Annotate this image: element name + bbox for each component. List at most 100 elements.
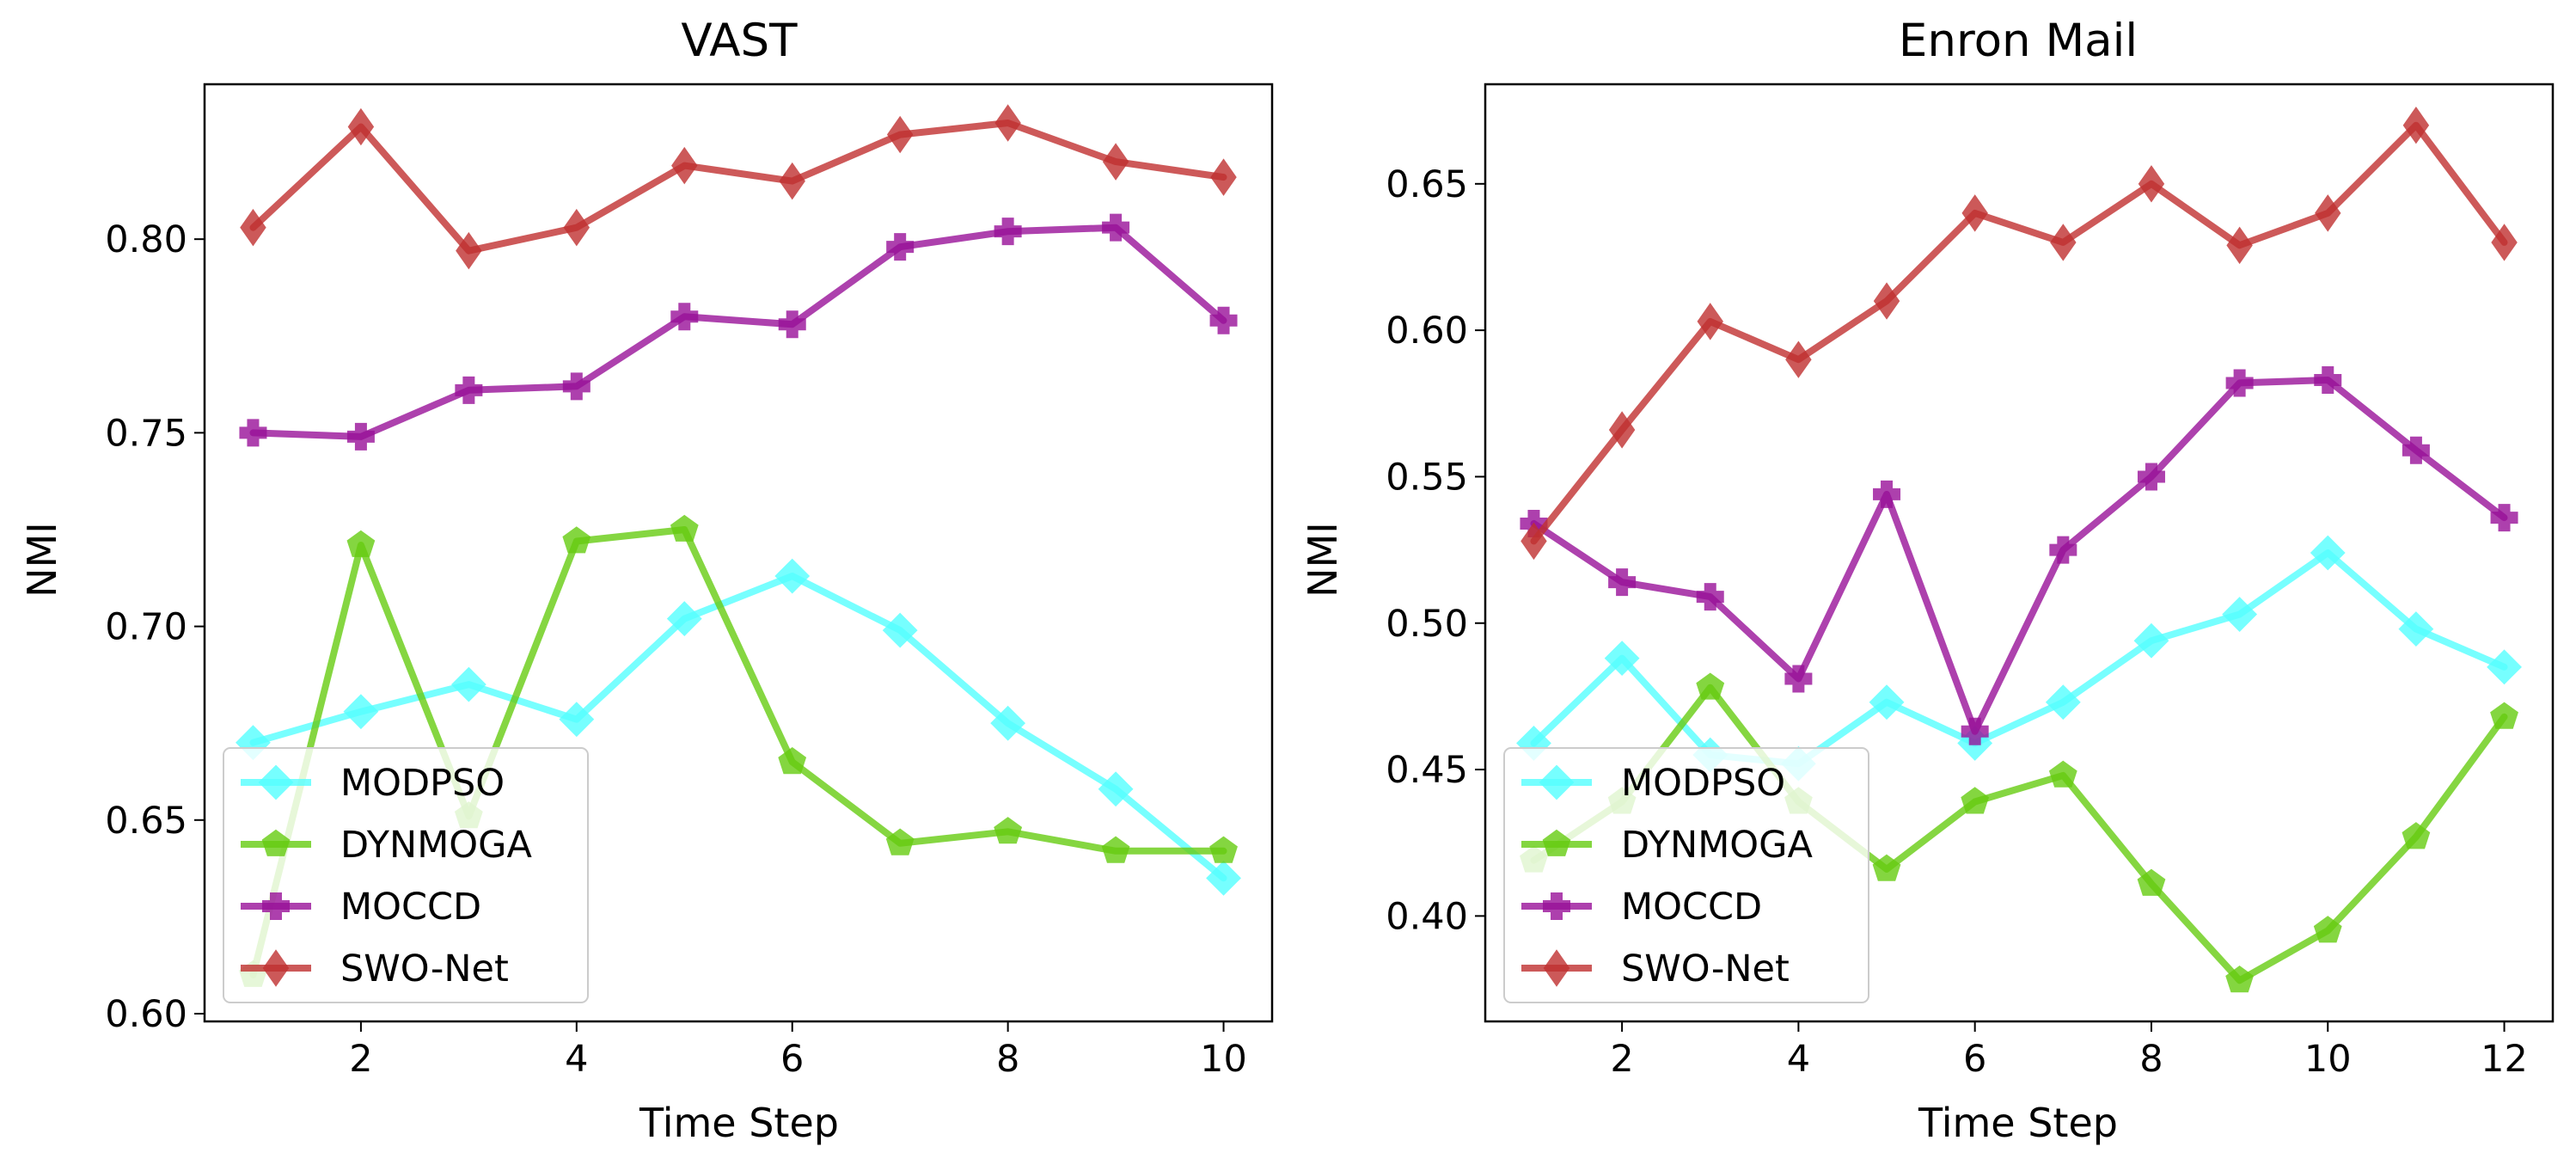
series-line-moccd — [1530, 377, 2508, 735]
data-point — [2133, 622, 2169, 659]
data-point — [1102, 143, 1129, 181]
data-point — [346, 530, 376, 557]
data-point — [2138, 165, 2165, 203]
data-point — [2487, 649, 2522, 685]
legend-item-moccd: MOCCD — [241, 886, 481, 929]
data-point — [1869, 684, 1905, 720]
legend-item-swo-net: SWO-Net — [241, 947, 509, 990]
series-markers-moccd — [1520, 366, 2518, 745]
data-point — [563, 208, 590, 247]
chart-title: VAST — [681, 15, 798, 67]
series-line-dynmoga — [1530, 684, 2508, 984]
legend-label: MODPSO — [1621, 762, 1785, 805]
legend-marker-shape — [261, 829, 291, 856]
data-point — [347, 107, 375, 146]
data-point — [1696, 672, 1725, 700]
legend-marker — [1542, 829, 1571, 856]
data-point — [1608, 568, 1637, 597]
data-point — [1872, 854, 1901, 881]
legend-marker — [258, 764, 294, 800]
data-point — [670, 303, 699, 331]
series-markers-swo-net — [240, 104, 1237, 270]
data-point — [882, 612, 918, 648]
data-point — [2137, 463, 2165, 491]
axes: 2 4 6 8 10 0.60 0.65 0.70 0.75 0.80 — [105, 218, 1247, 1081]
series-line-swo-net — [249, 120, 1227, 254]
legend-marker — [261, 829, 291, 856]
legend-marker-shape — [1543, 949, 1570, 987]
y-axis-label: NMI — [1300, 522, 1346, 598]
chart-enron-mail: Enron Mail Time Step NMI 2 4 6 8 10 12 0.40 0.4… — [1300, 15, 2555, 1146]
x-tick-label: 2 — [1610, 1038, 1633, 1081]
data-point — [2225, 966, 2254, 993]
series-line-swo-net — [1530, 121, 2508, 545]
data-point — [1098, 771, 1134, 807]
data-point — [670, 514, 699, 542]
legend-marker — [1539, 764, 1575, 800]
legend-item-modpso: MODPSO — [241, 762, 505, 805]
series-line-moccd — [249, 224, 1227, 440]
series-line-modpso — [1530, 549, 2508, 768]
y-axis-label: NMI — [19, 522, 65, 598]
x-tick-label: 10 — [1200, 1038, 1247, 1081]
legend-box — [223, 747, 589, 1003]
legend-item-dynmoga: DYNMOGA — [1521, 824, 1813, 867]
data-point — [994, 218, 1022, 246]
legend-label: DYNMOGA — [1621, 824, 1813, 867]
series-markers-modpso — [236, 558, 1241, 896]
x-tick-label: 10 — [2304, 1038, 2352, 1081]
data-point — [2225, 369, 2254, 397]
data-point — [1608, 411, 1636, 449]
legend-label: MODPSO — [340, 762, 505, 805]
legend-item-moccd: MOCCD — [1521, 886, 1762, 929]
data-point — [1209, 836, 1238, 863]
x-tick-label: 8 — [996, 1038, 1019, 1081]
data-point — [2222, 597, 2258, 632]
data-point — [450, 666, 486, 702]
data-point — [2491, 224, 2518, 261]
y-tick-label: 0.80 — [105, 218, 187, 261]
data-point — [1521, 522, 1547, 561]
data-point — [1873, 282, 1900, 320]
legend-marker-shape — [1539, 764, 1575, 800]
x-tick-label: 4 — [1787, 1038, 1810, 1081]
data-point — [1210, 158, 1237, 196]
x-tick-label: 6 — [780, 1038, 804, 1081]
data-point — [2490, 702, 2518, 729]
legend-marker-shape — [258, 764, 294, 800]
legend-marker-shape — [262, 892, 290, 920]
data-point — [1961, 717, 1989, 745]
chart-title: Enron Mail — [1899, 15, 2138, 67]
series-markers-swo-net — [1521, 106, 2518, 561]
legend-item-modpso: MODPSO — [1521, 762, 1785, 805]
legend-box — [1503, 747, 1869, 1003]
x-axis-label: Time Step — [639, 1100, 839, 1146]
series-line-modpso — [249, 573, 1227, 882]
data-point — [774, 558, 811, 594]
legend-marker-shape — [1543, 892, 1570, 920]
x-tick-label: 2 — [349, 1038, 372, 1081]
x-tick-label: 6 — [1963, 1038, 1986, 1081]
data-point — [1961, 787, 1990, 814]
data-point — [2045, 684, 2081, 720]
legend-marker — [262, 949, 290, 987]
y-tick-label: 0.40 — [1386, 895, 1468, 938]
legend-marker-shape — [1542, 829, 1571, 856]
legend-label: MOCCD — [1621, 886, 1762, 929]
y-tick-label: 0.50 — [1386, 603, 1468, 646]
legend-marker-shape — [262, 949, 290, 987]
data-point — [779, 162, 805, 200]
legend-label: SWO-Net — [340, 947, 509, 990]
axes: 2 4 6 8 10 12 0.40 0.45 0.50 0.55 0.60 0.65 — [1386, 163, 2528, 1081]
data-point — [456, 231, 482, 270]
y-tick-label: 0.75 — [105, 412, 187, 455]
data-point — [2313, 916, 2342, 943]
plot-frame — [1484, 83, 2555, 1023]
series-markers-dynmoga — [239, 514, 1238, 987]
legend-label: DYNMOGA — [340, 824, 532, 867]
legend-item-swo-net: SWO-Net — [1521, 947, 1790, 990]
legend-label: MOCCD — [340, 886, 481, 929]
data-point — [2315, 194, 2341, 232]
y-tick-label: 0.70 — [105, 606, 187, 649]
data-point — [778, 746, 807, 775]
